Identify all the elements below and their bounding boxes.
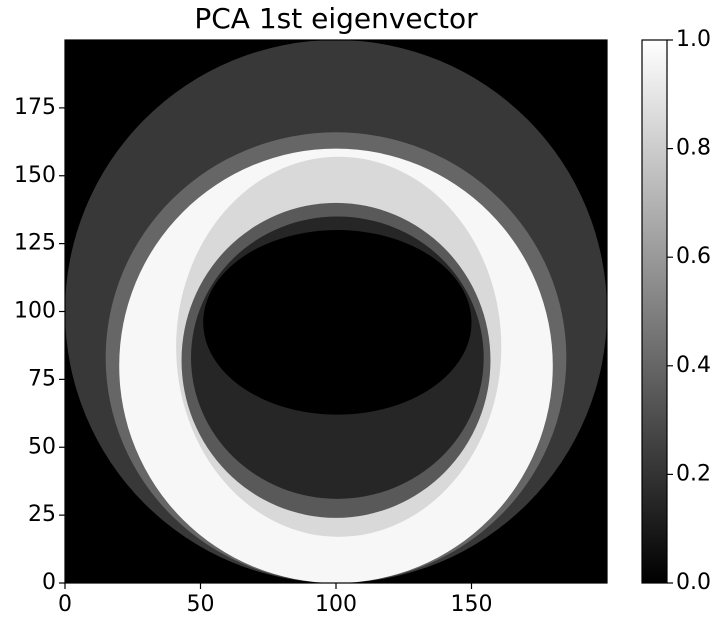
colorbar bbox=[641, 39, 668, 584]
colorbar-tick-label: 0.2 bbox=[676, 461, 711, 486]
y-tick-label: 50 bbox=[28, 434, 56, 459]
colorbar-tick-label: 0.4 bbox=[676, 353, 711, 378]
x-tick-label: 150 bbox=[451, 592, 493, 617]
x-tick-label: 0 bbox=[58, 592, 72, 617]
colorbar-tick-label: 1.0 bbox=[676, 27, 711, 52]
x-tick-label: 100 bbox=[315, 592, 357, 617]
colorbar-tick-label: 0.0 bbox=[676, 570, 711, 595]
y-tick-label: 75 bbox=[28, 366, 56, 391]
colorbar-tick-label: 0.8 bbox=[676, 136, 711, 161]
colorbar-tick-label: 0.6 bbox=[676, 244, 711, 269]
y-tick-label: 150 bbox=[14, 163, 56, 188]
x-tick-label: 50 bbox=[187, 592, 215, 617]
y-tick-label: 175 bbox=[14, 95, 56, 120]
y-tick-label: 100 bbox=[14, 299, 56, 324]
y-tick-label: 0 bbox=[42, 570, 56, 595]
y-tick-label: 25 bbox=[28, 502, 56, 527]
image-region bbox=[203, 230, 472, 415]
chart-title: PCA 1st eigenvector bbox=[194, 2, 478, 35]
y-tick-label: 125 bbox=[14, 231, 56, 256]
